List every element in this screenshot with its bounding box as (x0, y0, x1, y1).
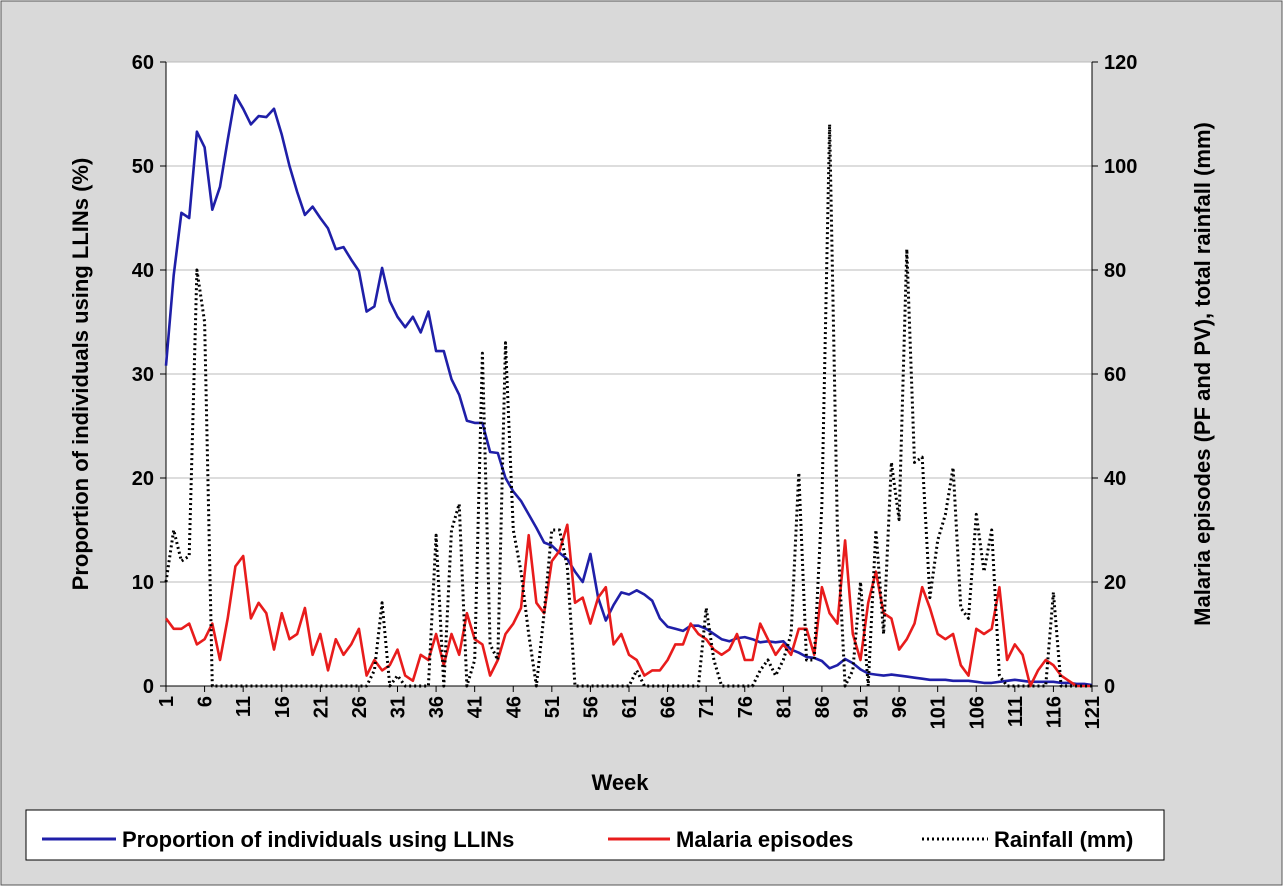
x-tick-label: 116 (1043, 696, 1065, 728)
x-axis-title: Week (591, 770, 649, 795)
y-tick-label: 10 (132, 572, 154, 594)
y2-tick-label: 120 (1104, 52, 1137, 74)
x-tick-label: 11 (233, 696, 255, 717)
x-tick-label: 61 (619, 696, 641, 718)
y2-tick-label: 100 (1104, 156, 1137, 178)
x-tick-label: 41 (465, 696, 487, 718)
x-tick-label: 96 (889, 696, 911, 718)
x-tick-label: 26 (349, 696, 371, 718)
x-tick-label: 31 (388, 696, 410, 718)
x-tick-label: 21 (310, 696, 332, 718)
x-tick-label: 36 (426, 696, 448, 718)
x-tick-label: 16 (272, 696, 294, 718)
x-tick-label: 56 (580, 696, 602, 718)
y2-tick-label: 80 (1104, 260, 1126, 282)
y-tick-label: 50 (132, 156, 154, 178)
legend (25, 809, 1165, 861)
x-tick-label: 71 (696, 696, 718, 718)
y-axis-title: Proportion of individuals using LLINs (%… (68, 158, 93, 591)
y2-tick-label: 20 (1104, 572, 1126, 594)
x-tick-label: 86 (812, 696, 834, 718)
legend-label: Rainfall (mm) (994, 827, 1133, 852)
legend-label: Proportion of individuals using LLINs (122, 827, 514, 852)
x-tick-label: 101 (928, 696, 950, 729)
series-line (164, 523, 1092, 688)
legend-label: Malaria episodes (676, 827, 853, 852)
x-tick-label: 1 (156, 696, 178, 707)
x-tick-label: 91 (851, 696, 873, 718)
y-tick-label: 30 (132, 364, 154, 386)
y-tick-label: 60 (132, 52, 154, 74)
y2-tick-label: 60 (1104, 364, 1126, 386)
y-tick-label: 20 (132, 468, 154, 490)
x-tick-label: 106 (966, 696, 988, 729)
x-tick-label: 66 (658, 696, 680, 718)
x-tick-label: 51 (542, 696, 564, 718)
y-tick-label: 40 (132, 260, 154, 282)
x-tick-label: 81 (773, 696, 795, 718)
x-tick-label: 121 (1082, 696, 1104, 729)
x-tick-label: 111 (1005, 696, 1027, 727)
y2-tick-label: 40 (1104, 468, 1126, 490)
y2-axis-title: Malaria episodes (PF and PV), total rain… (1190, 122, 1215, 626)
y2-tick-label: 0 (1104, 676, 1115, 698)
x-tick-label: 76 (735, 696, 757, 718)
series-line (164, 94, 1093, 687)
y-tick-label: 0 (143, 676, 154, 698)
x-tick-label: 46 (503, 696, 525, 718)
x-tick-label: 6 (195, 696, 217, 707)
